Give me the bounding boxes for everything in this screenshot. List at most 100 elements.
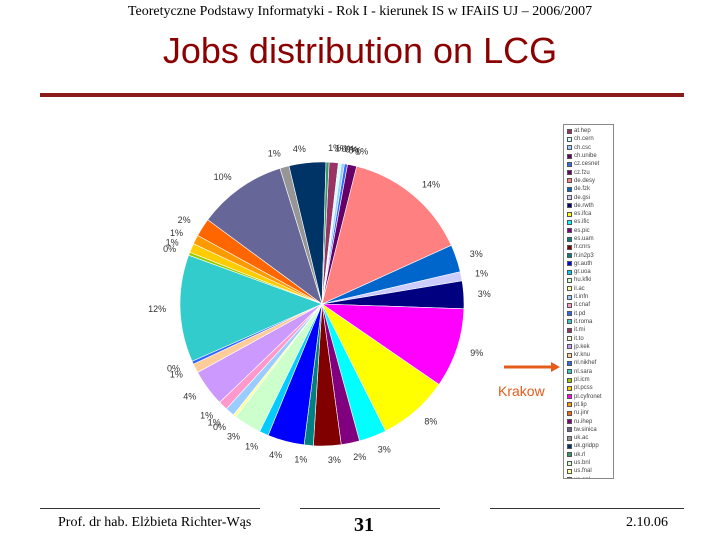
legend-item: hu.kfki [567, 276, 611, 284]
legend-item: cz.cesnet [567, 160, 611, 168]
pie-slice-label: 8% [424, 417, 437, 427]
legend-swatch [567, 277, 572, 283]
legend-swatch [567, 419, 572, 425]
pie-slice-label: 3% [378, 445, 391, 455]
legend-item: gr.uoa [567, 268, 611, 276]
legend-swatch [567, 203, 572, 209]
legend-swatch [567, 327, 572, 333]
pie-slice-label: 1% [335, 144, 348, 154]
legend-swatch [567, 477, 572, 478]
legend-label: us.anl [574, 477, 590, 478]
pie-chart: 1%0%0%0%1%14%3%1%3%9%8%3%2%3%1%4%1%3%0%1… [148, 143, 560, 465]
legend-swatch [567, 253, 572, 259]
legend-item: pt.lip [567, 401, 611, 409]
legend-swatch [567, 186, 572, 192]
legend-label: it.cnaf [574, 302, 591, 309]
legend-swatch [567, 286, 572, 292]
legend-item: ch.cern [567, 135, 611, 143]
legend-label: nl.nikhef [574, 360, 597, 367]
krakow-arrow [504, 362, 560, 372]
legend-label: de.rwth [574, 202, 594, 209]
legend-item: cz.fzu [567, 168, 611, 176]
legend-label: us.fnal [574, 468, 592, 475]
pie-slice-label: 3% [478, 289, 491, 299]
legend-label: pl.pcss [574, 385, 593, 392]
legend-swatch [567, 178, 572, 184]
legend-swatch [567, 468, 572, 474]
legend-swatch [567, 452, 572, 458]
legend-item: it.to [567, 334, 611, 342]
legend-item: pl.icm [567, 376, 611, 384]
legend-item: pl.cyfronet [567, 393, 611, 401]
legend-item: nl.nikhef [567, 359, 611, 367]
pie-slice-uk-rl [321, 161, 330, 305]
legend-item: ru.ihep [567, 417, 611, 425]
legend-label: pt.lip [574, 401, 587, 408]
legend-swatch [567, 219, 572, 225]
legend-label: es.uam [574, 236, 594, 242]
legend-label: it.pd [574, 310, 586, 317]
pie-labels: 1%0%0%0%1%14%3%1%3%9%8%3%2%3%1%4%1%3%0%1… [148, 143, 491, 465]
chart-legend: at.hep ch.cern ch.csc ch.unibe cz.cesnet cz.f… [563, 124, 614, 479]
legend-item: ch.unibe [567, 152, 611, 160]
legend-item: kr.knu [567, 351, 611, 359]
pie-slice-label: 0% [345, 145, 358, 155]
legend-label: es.ific [574, 219, 590, 226]
legend-swatch [567, 410, 572, 416]
pie-slice-label: 1% [328, 143, 341, 153]
pie-slice-label: 1% [245, 441, 258, 451]
legend-item: nl.sara [567, 368, 611, 376]
pie-slice-label: 4% [183, 391, 196, 401]
legend-label: hu.kfki [574, 277, 592, 284]
legend-label: gr.auth [574, 260, 593, 267]
legend-label: es.ifca [574, 211, 592, 218]
legend-label: pl.icm [574, 377, 590, 384]
legend-label: de.fzk [574, 186, 591, 193]
legend-swatch [567, 311, 572, 317]
legend-swatch [567, 128, 572, 134]
slide-header: Teoretyczne Podstawy Informatyki - Rok I… [127, 4, 593, 19]
legend-swatch [567, 244, 572, 250]
legend-item: us.bnl [567, 459, 611, 467]
pie-slice-label: 0% [163, 244, 176, 254]
legend-item: il.ac [567, 285, 611, 293]
pie-slice-label: 2% [353, 452, 366, 462]
pie-slice-label: 3% [470, 249, 483, 259]
legend-swatch [567, 352, 572, 358]
legend-swatch [567, 460, 572, 466]
legend-label: ch.unibe [574, 153, 597, 160]
legend-item: it.roma [567, 318, 611, 326]
legend-swatch [567, 136, 572, 142]
footer-divider [40, 508, 260, 509]
legend-item: us.anl [567, 475, 611, 478]
legend-swatch [567, 394, 572, 400]
pie-slice-label: 4% [269, 450, 282, 460]
legend-swatch [567, 145, 572, 151]
pie-slice-label: 1% [268, 149, 281, 159]
legend-label: uk.rl [574, 451, 586, 458]
legend-item: jp.kek [567, 343, 611, 351]
legend-label: cz.fzu [574, 169, 590, 176]
legend-label: uk.gridpp [574, 443, 599, 450]
legend-item: tw.sinica [567, 426, 611, 434]
footer-divider [300, 508, 440, 509]
pie-slice-label: 1% [166, 237, 179, 247]
legend-label: ch.csc [574, 144, 592, 151]
slide-title: Jobs distribution on LCG [162, 30, 558, 71]
legend-swatch [567, 161, 572, 167]
pie-slice-label: 0% [167, 364, 180, 374]
legend-swatch [567, 294, 572, 300]
legend-label: pl.cyfronet [574, 393, 602, 400]
legend-label: ch.cern [574, 136, 594, 143]
legend-swatch [567, 269, 572, 275]
legend-item: de.rwth [567, 202, 611, 210]
pie-slice-label: 12% [148, 304, 166, 314]
legend-swatch [567, 153, 572, 159]
legend-label: us.bnl [574, 460, 591, 467]
pie-slice-label: 1% [208, 418, 221, 428]
pie-slice-pl-cyfronet [320, 303, 465, 385]
title-divider [40, 93, 684, 97]
legend-swatch [567, 236, 572, 242]
legend-swatch [567, 435, 572, 441]
pie-slice-label: 3% [328, 455, 341, 465]
